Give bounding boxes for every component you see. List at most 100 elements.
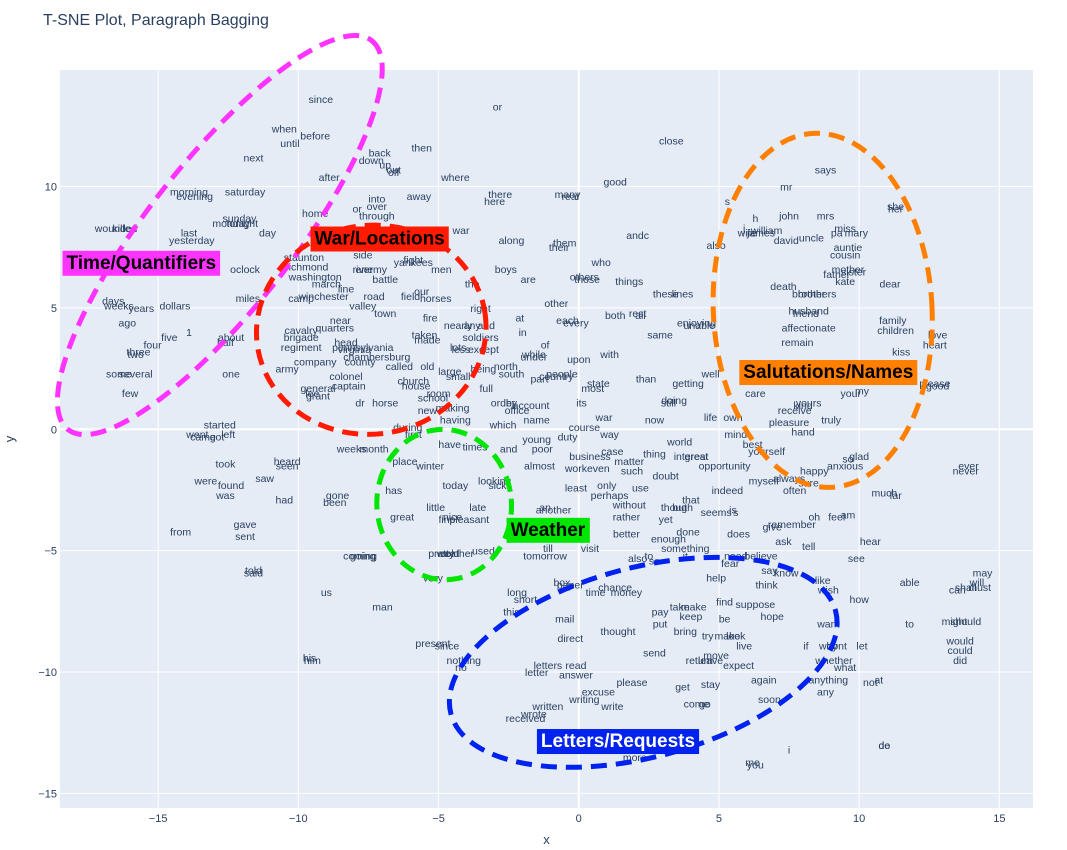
word-point: then [412,143,433,155]
word-point: has [385,485,402,497]
word-point: there [488,189,512,201]
word-point: them [553,237,577,249]
word-point: mind [724,429,747,441]
word-point: school [418,393,448,405]
word-point: saturday [225,186,266,198]
word-point: what [833,662,856,674]
word-point: read [565,660,586,672]
word-point: near [330,315,352,327]
x-tick-label: 0 [576,813,582,825]
word-point: these [653,288,679,300]
word-point: without [612,500,646,512]
word-point: opportunity [699,461,752,473]
word-point: put [653,619,668,631]
y-tick-label: 5 [51,303,57,315]
word-point: pretty [428,548,455,560]
word-point: winchester [297,291,349,303]
cluster-label-box [62,250,221,276]
word-point: four [143,339,162,351]
word-point: like [815,575,831,587]
word-point: never [953,466,980,478]
word-point: one [222,368,240,380]
word-point: long [507,587,527,599]
word-point: his [303,652,316,664]
word-point: heard [274,456,301,468]
word-point: oh [808,512,820,524]
word-point: oclock [230,264,261,276]
word-point: before [300,131,330,143]
word-point: our [414,286,430,298]
word-point: but [672,502,687,514]
word-point: came [190,432,216,444]
word-point: please [617,677,648,689]
word-point: new [418,405,438,417]
word-point: remember [768,519,816,531]
word-point: chambersburg [343,351,410,363]
word-point: me [745,757,760,769]
cluster-label-group: War/Locations [310,226,449,252]
word-point: de [879,740,891,752]
word-point: doubt [653,470,679,482]
word-point: letters [534,660,563,672]
word-point: you [747,759,764,771]
word-point: quarters [316,322,355,334]
word-point: room [427,388,451,400]
word-point: good [604,177,628,189]
word-point: general [300,383,335,395]
word-point: large [438,366,462,378]
word-point: excuse [582,686,615,698]
cluster-label-box [310,226,449,252]
cluster-label-group: Weather [506,517,590,543]
word-point: several [119,368,153,380]
word-point: virginia [338,344,371,356]
word-point: james [746,228,775,240]
word-point: sent [235,531,255,543]
word-point: any [464,320,482,332]
word-point: think [756,580,779,592]
word-point: letter [525,667,549,679]
word-point: today [443,480,469,492]
word-point: saw [255,473,274,485]
word-point: children [877,325,914,337]
cluster-label: Salutations/Names [743,362,913,383]
word-point: only [597,480,617,492]
word-point: few [122,388,139,400]
word-point: tomorrow [523,551,567,563]
word-point: poor [532,444,554,456]
word-point: though [661,502,693,514]
word-point: also [628,553,647,565]
word-point: men [431,264,452,276]
word-point: perhaps [591,490,629,502]
word-point: looking [478,475,511,487]
word-point: each [556,315,579,327]
word-point: believe [744,551,777,563]
word-point: might [942,616,968,628]
word-point: great [390,512,414,524]
word-point: until [280,138,299,150]
word-point: going [350,551,376,563]
word-point: five [161,332,178,344]
word-point: right [470,303,491,315]
word-point: how [850,594,870,606]
word-point: north [494,361,518,373]
word-point: move [703,650,729,662]
cluster-label-group: Time/Quantifiers [62,250,221,276]
cluster-label: Time/Quantifiers [67,253,217,274]
word-point: order [491,398,516,410]
word-point: sunday [223,213,258,225]
word-point: often [783,485,807,497]
word-point: weeks [103,300,134,312]
word-point: enjoying [677,317,716,329]
word-point: in [519,327,527,339]
word-point: work [564,463,588,475]
word-point: horse [372,398,398,410]
word-point: ask [775,536,792,548]
word-point: young [522,434,551,446]
word-point: from [170,526,191,538]
word-point: called [386,361,414,373]
word-point: leave [698,655,723,667]
word-point: who [591,257,611,269]
word-point: hear [860,536,882,548]
word-point: yankees [394,257,433,269]
